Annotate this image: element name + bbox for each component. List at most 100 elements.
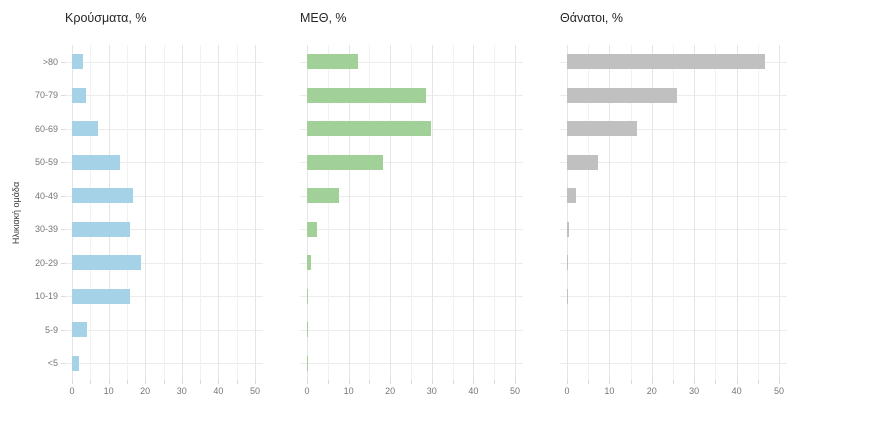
vertical-gridline	[390, 45, 392, 380]
x-tick-mark	[126, 380, 128, 384]
x-tick-mark	[431, 380, 433, 384]
vertical-gridline	[473, 45, 475, 380]
x-tick-mark	[369, 380, 371, 384]
x-tick-label: 0	[564, 386, 570, 396]
x-tick-mark	[609, 380, 611, 384]
vertical-gridline	[126, 45, 128, 380]
faceted-bar-chart: Ηλικιακή ομάδα >80 70-79 60-69 50-59 40-49 30…	[8, 8, 787, 404]
bar-<5	[72, 355, 79, 371]
vertical-gridline	[200, 45, 202, 380]
x-tick-mark	[567, 380, 568, 384]
x-tick-mark	[779, 380, 780, 384]
y-tick-row	[61, 79, 65, 113]
y-tick-row	[61, 45, 65, 79]
y-tick-label: <5	[47, 358, 58, 369]
bar->80	[72, 54, 83, 70]
panel-deaths	[560, 45, 787, 380]
x-tick-mark	[411, 380, 412, 384]
vertical-gridline	[588, 45, 590, 380]
x-tick-mark	[390, 380, 392, 384]
y-axis-ticks	[61, 45, 65, 380]
bar-70-79	[307, 87, 426, 103]
panel-cases	[65, 45, 263, 380]
x-tick-label: 40	[468, 386, 479, 396]
bar-60-69	[72, 121, 99, 137]
x-tick-mark	[163, 380, 165, 384]
x-tick-label: 10	[604, 386, 615, 396]
x-tick-mark	[90, 380, 92, 384]
vertical-gridline	[630, 45, 632, 380]
bar-20-29	[567, 255, 568, 271]
vertical-gridline	[90, 45, 92, 380]
bar-10-19	[72, 288, 130, 304]
vertical-gridline	[307, 45, 308, 380]
y-tick-mark	[61, 61, 65, 63]
vertical-gridline	[757, 45, 759, 380]
x-axis-icu: 0 10 20 30 40 50	[300, 380, 523, 404]
x-tick-label: 20	[140, 386, 151, 396]
bar-40-49	[72, 188, 134, 204]
x-tick-label: 30	[176, 386, 187, 396]
bar->80	[307, 54, 359, 70]
y-axis-title-container: Ηλικιακή ομάδα	[8, 45, 24, 380]
y-tick-row	[61, 280, 65, 314]
y-tick-label: >80	[42, 56, 58, 67]
x-tick-mark	[757, 380, 759, 384]
y-tick-row	[61, 179, 65, 213]
x-tick-mark	[348, 380, 350, 384]
vertical-gridline	[736, 45, 738, 380]
x-tick-label: 10	[103, 386, 114, 396]
vertical-gridline	[494, 45, 496, 380]
x-tick-mark	[200, 380, 202, 384]
y-tick-mark	[61, 262, 65, 264]
x-tick-mark	[255, 380, 256, 384]
y-tick-row	[61, 146, 65, 180]
vertical-gridline	[218, 45, 220, 380]
y-tick-row	[61, 347, 65, 381]
x-tick-mark	[307, 380, 308, 384]
y-tick-row	[61, 246, 65, 280]
chart-title-deaths: Θάνατοι, %	[560, 11, 623, 25]
bar-50-59	[307, 154, 384, 170]
bar-5-9	[307, 322, 308, 338]
facet-cases: Κρούσματα, % 0 10 20 30 40 50	[65, 8, 263, 404]
bar-50-59	[72, 154, 120, 170]
vertical-gridline	[145, 45, 147, 380]
y-tick-label: 10-19	[34, 291, 58, 302]
x-tick-mark	[736, 380, 738, 384]
y-tick-mark	[61, 162, 65, 164]
bar-<5	[307, 355, 308, 371]
bar-70-79	[567, 87, 678, 103]
facet-icu: ΜΕΘ, % 0 10 20 30 40 50	[300, 8, 523, 404]
vertical-gridline	[694, 45, 696, 380]
x-tick-mark	[452, 380, 454, 384]
y-tick-label: 70-79	[34, 90, 58, 101]
y-tick-mark	[61, 128, 65, 130]
bar-30-39	[307, 221, 317, 237]
x-axis-deaths: 0 10 20 30 40 50	[560, 380, 787, 404]
vertical-gridline	[515, 45, 516, 380]
x-tick-label: 20	[385, 386, 396, 396]
y-tick-mark	[61, 329, 65, 331]
x-tick-label: 40	[213, 386, 224, 396]
vertical-gridline	[779, 45, 780, 380]
x-axis-cases: 0 10 20 30 40 50	[65, 380, 263, 404]
y-tick-row	[61, 213, 65, 247]
bar-60-69	[567, 121, 637, 137]
x-tick-label: 30	[426, 386, 437, 396]
x-tick-label: 50	[509, 386, 521, 396]
x-tick-label: 50	[249, 386, 261, 396]
x-tick-mark	[72, 380, 73, 384]
vertical-gridline	[181, 45, 183, 380]
facet-deaths: Θάνατοι, % 0 10 20 30 40 50	[560, 8, 787, 404]
vertical-gridline	[715, 45, 717, 380]
bar->80	[567, 54, 766, 70]
y-tick-mark	[61, 195, 65, 197]
x-tick-label: 50	[773, 386, 785, 396]
chart-title-cases: Κρούσματα, %	[65, 11, 147, 25]
vertical-gridline	[348, 45, 350, 380]
vertical-gridline	[651, 45, 653, 380]
bar-10-19	[307, 288, 309, 304]
vertical-gridline	[236, 45, 238, 380]
y-tick-row	[61, 112, 65, 146]
